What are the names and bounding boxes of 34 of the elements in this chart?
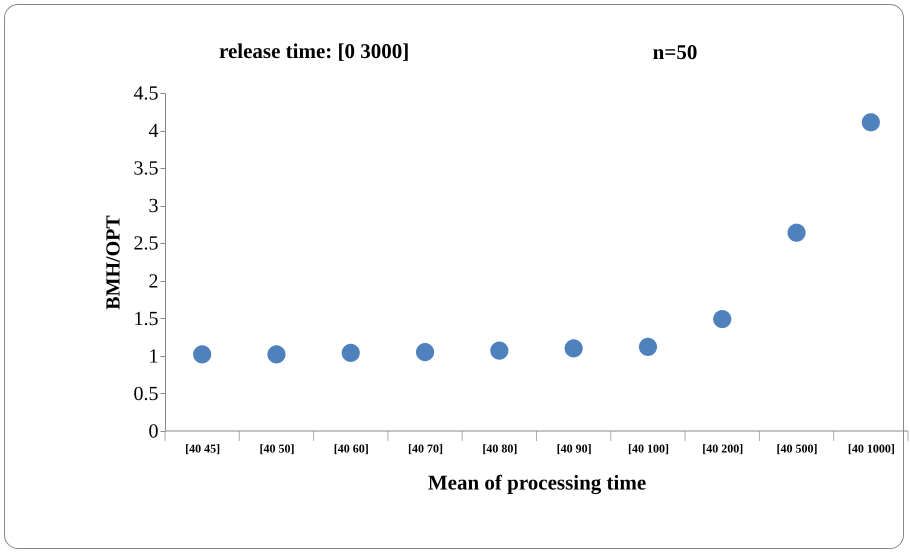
x-tick-label: [40 200] — [702, 442, 744, 456]
point — [862, 113, 880, 132]
y-tick-label: 1.5 — [134, 308, 158, 330]
x-tick-label: [40 80] — [482, 442, 518, 456]
x-tick-label: [40 60] — [334, 442, 369, 456]
point — [342, 344, 360, 362]
point — [713, 310, 732, 328]
point — [564, 339, 583, 358]
x-tick-label: [40 1000] — [848, 442, 895, 456]
x-tick-label: [40 45] — [185, 442, 220, 456]
y-tick-label: 0.5 — [134, 382, 158, 405]
x-tick-label: [40 50] — [259, 442, 294, 456]
point — [787, 224, 806, 242]
point — [490, 342, 508, 360]
point — [416, 343, 434, 362]
x-tick-label: [40 90] — [556, 442, 592, 456]
x-tick-label: [40 70] — [408, 442, 444, 456]
y-tick-label: 0 — [148, 420, 158, 442]
y-tick-label: 2.5 — [134, 232, 158, 255]
point — [267, 345, 286, 364]
y-tick-label: 3 — [148, 195, 158, 218]
chart-title: release time: [0 3000] — [219, 39, 410, 63]
x-axis-title: Mean of processing time — [428, 470, 646, 494]
point — [193, 345, 212, 364]
y-axis-title: BMH/OPT — [102, 214, 124, 310]
y-tick-label: 1 — [148, 345, 158, 368]
y-tick-label: 4.5 — [134, 82, 158, 104]
point — [638, 338, 658, 356]
y-tick-label: 3.5 — [134, 158, 158, 180]
text: n=50 — [652, 40, 698, 64]
x-tick-label: [40 500] — [776, 442, 818, 456]
y-tick-label: 4 — [148, 120, 158, 142]
x-tick-label: [40 100] — [628, 442, 669, 456]
y-tick-label: 2 — [148, 270, 158, 292]
